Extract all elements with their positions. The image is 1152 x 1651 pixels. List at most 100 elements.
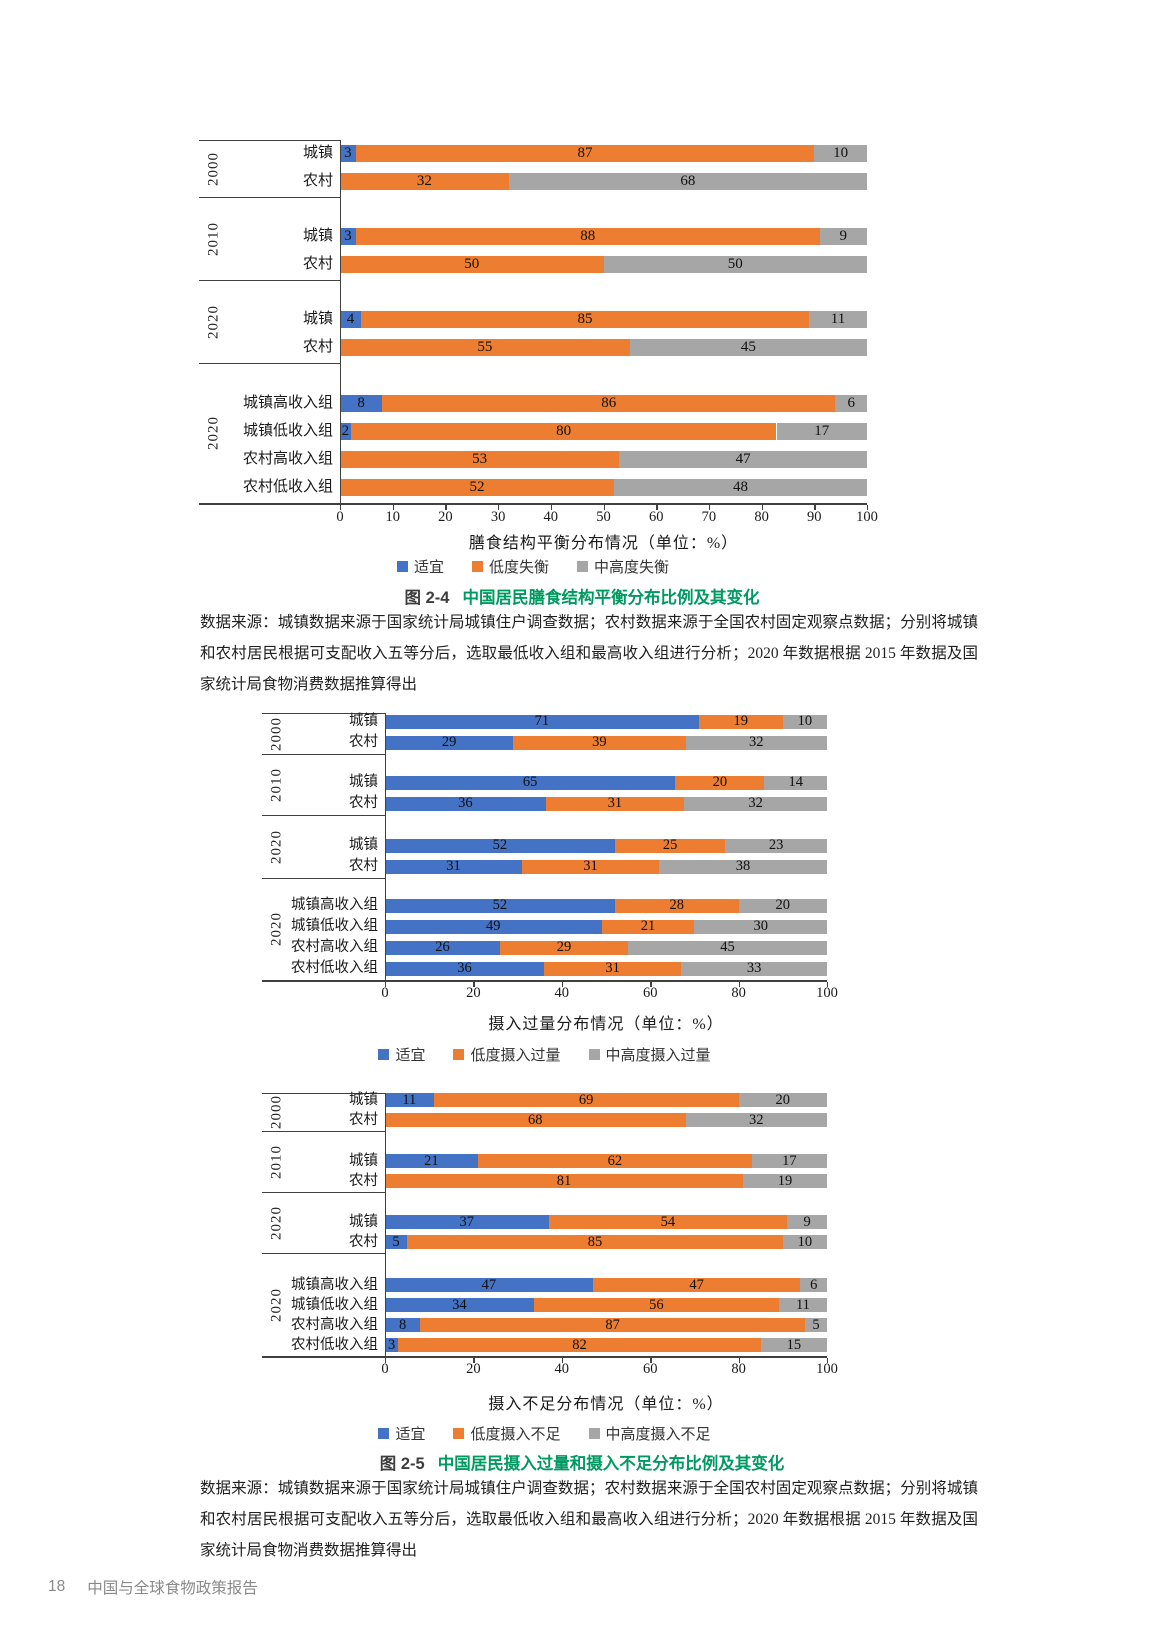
bar-area: 4 85 11	[340, 305, 867, 333]
x-axis-tick	[761, 505, 763, 510]
bar-row: 城镇 21 62 17	[262, 1151, 827, 1171]
bar-row: 城镇高收入组 52 28 20	[262, 895, 827, 916]
bar-value-label: 36	[457, 960, 472, 976]
bar-row: 城镇低收入组 49 21 30	[262, 916, 827, 937]
bar-value-label: 31	[446, 858, 461, 874]
bar-value-label: 33	[746, 960, 762, 976]
bar-value-label: 87	[577, 145, 593, 161]
bar-row: 城镇 37 54 9	[262, 1212, 827, 1232]
bar-value-label: 62	[607, 1153, 623, 1169]
bar-segment	[407, 1235, 783, 1249]
bar-value-label: 5	[392, 1234, 400, 1250]
legend-label: 适宜	[395, 1048, 426, 1064]
bar-value-label: 2	[341, 423, 350, 439]
y-axis-line	[340, 140, 342, 503]
bar-area: 36 31 32	[385, 793, 827, 814]
category-label: 农村高收入组	[291, 939, 378, 955]
x-axis-tick-label: 100	[856, 509, 878, 525]
bar-value-label: 10	[797, 1234, 813, 1250]
bar-area: 05347	[340, 445, 867, 473]
bar-segment	[800, 1278, 827, 1292]
bar-value-label: 36	[458, 795, 473, 811]
x-axis-tick-label: 70	[701, 509, 717, 525]
group-separator-line	[199, 363, 340, 365]
x-axis-tick-label: 80	[754, 509, 769, 525]
x-axis-tick	[738, 1358, 740, 1363]
bar-value-label: 56	[649, 1297, 664, 1313]
x-axis-tick-label: 40	[554, 1361, 570, 1377]
group-separator-line	[262, 1253, 385, 1255]
figure-caption-2-4: 图 2-4 中国居民膳食结构平衡分布比例及其变化	[199, 584, 965, 608]
bar-segment	[814, 144, 867, 162]
legend-label: 中高度摄入不足	[605, 1427, 711, 1443]
bar-group: 城镇 65 20 14 农村 36 31 32	[262, 754, 827, 815]
bar-row: 农村低收入组05248	[199, 473, 867, 501]
bar-value-label: 69	[578, 1092, 594, 1108]
category-label: 城镇	[349, 1092, 378, 1108]
legend-label: 低度摄入过量	[470, 1048, 561, 1064]
category-label: 城镇	[349, 774, 378, 790]
bar-segment	[385, 735, 514, 750]
bar-segment	[725, 838, 827, 853]
bar-value-label: 68	[528, 1112, 543, 1128]
bar-value-label: 25	[662, 837, 678, 853]
bar-row: 农村高收入组05347	[199, 445, 867, 473]
bar-value-label: 82	[572, 1337, 587, 1353]
bar-value-label: 85	[577, 311, 593, 327]
category-label: 城镇	[349, 713, 378, 729]
bar-segment	[684, 796, 827, 811]
legend-swatch	[588, 1428, 600, 1439]
x-axis-tick	[650, 982, 652, 987]
bar-area: 37 54 9	[385, 1212, 827, 1232]
category-label: 城镇高收入组	[242, 395, 333, 411]
bar-group: 城镇高收入组8866城镇低收入组28017农村高收入组05347农村低收入组05…	[199, 363, 867, 503]
bar-value-label: 31	[607, 795, 623, 811]
bar-area: 34 56 11	[385, 1295, 827, 1315]
x-axis-tick	[550, 505, 553, 510]
chart-dietary-balance: 2000城镇38710农村032682010城镇3889农村050502020城…	[199, 139, 878, 580]
bar-value-label: 11	[402, 1092, 417, 1108]
bar-value-label: 21	[424, 1153, 439, 1169]
page-footer: 18 中国与全球食物政策报告	[48, 1576, 258, 1598]
group-separator-line	[262, 1093, 385, 1095]
bar-group: 城镇48511农村05545	[199, 280, 867, 363]
bar-segment	[340, 394, 383, 412]
bar-value-label: 47	[481, 1277, 497, 1293]
bar-value-label: 14	[788, 774, 803, 790]
bar-segment	[385, 940, 500, 955]
bar-row: 城镇 52 25 23	[262, 835, 827, 856]
bar-group: 城镇高收入组 52 28 20 城镇低收入组 49 21 30 农村高收入组 26 29 45 农村低收…	[262, 878, 827, 980]
y-axis-line	[385, 713, 387, 980]
x-axis-tick	[656, 505, 658, 510]
bar-area: 3 82 15	[385, 1335, 827, 1355]
category-label: 农村	[349, 1234, 378, 1250]
legend-swatch	[471, 561, 483, 572]
x-axis-tick-label: 10	[385, 509, 400, 525]
group-separator-line	[199, 280, 340, 282]
bar-group: 城镇216217农村08119	[262, 1131, 827, 1192]
x-axis-tick-label: 60	[642, 985, 658, 1001]
bar-value-label: 32	[749, 734, 764, 750]
group-separator-line	[199, 197, 340, 199]
bar-value-label: 81	[556, 1173, 572, 1189]
category-label: 农村	[302, 339, 333, 355]
bar-value-label: 52	[492, 837, 508, 853]
category-label: 城镇	[302, 145, 333, 161]
bar-segment	[385, 1235, 408, 1249]
category-label: 农村	[302, 256, 333, 272]
bar-value-label: 9	[803, 1214, 811, 1230]
bar-area: 05248	[340, 473, 867, 501]
bar-value-label: 52	[492, 897, 508, 913]
bar-segment	[477, 1154, 752, 1168]
legend-swatch	[378, 1049, 390, 1060]
category-label: 农村	[349, 795, 378, 811]
bar-segment	[675, 775, 765, 790]
bar-segment	[776, 422, 867, 440]
bar-area: 47 47 6	[385, 1275, 827, 1295]
x-axis-tick-label: 90	[807, 509, 822, 525]
bar-area: 36 31 33	[385, 958, 827, 979]
x-axis-tick	[827, 1358, 829, 1363]
bar-segment	[694, 919, 827, 934]
bar-value-label: 71	[534, 713, 550, 729]
bar-area: 3 87 10	[340, 139, 867, 167]
